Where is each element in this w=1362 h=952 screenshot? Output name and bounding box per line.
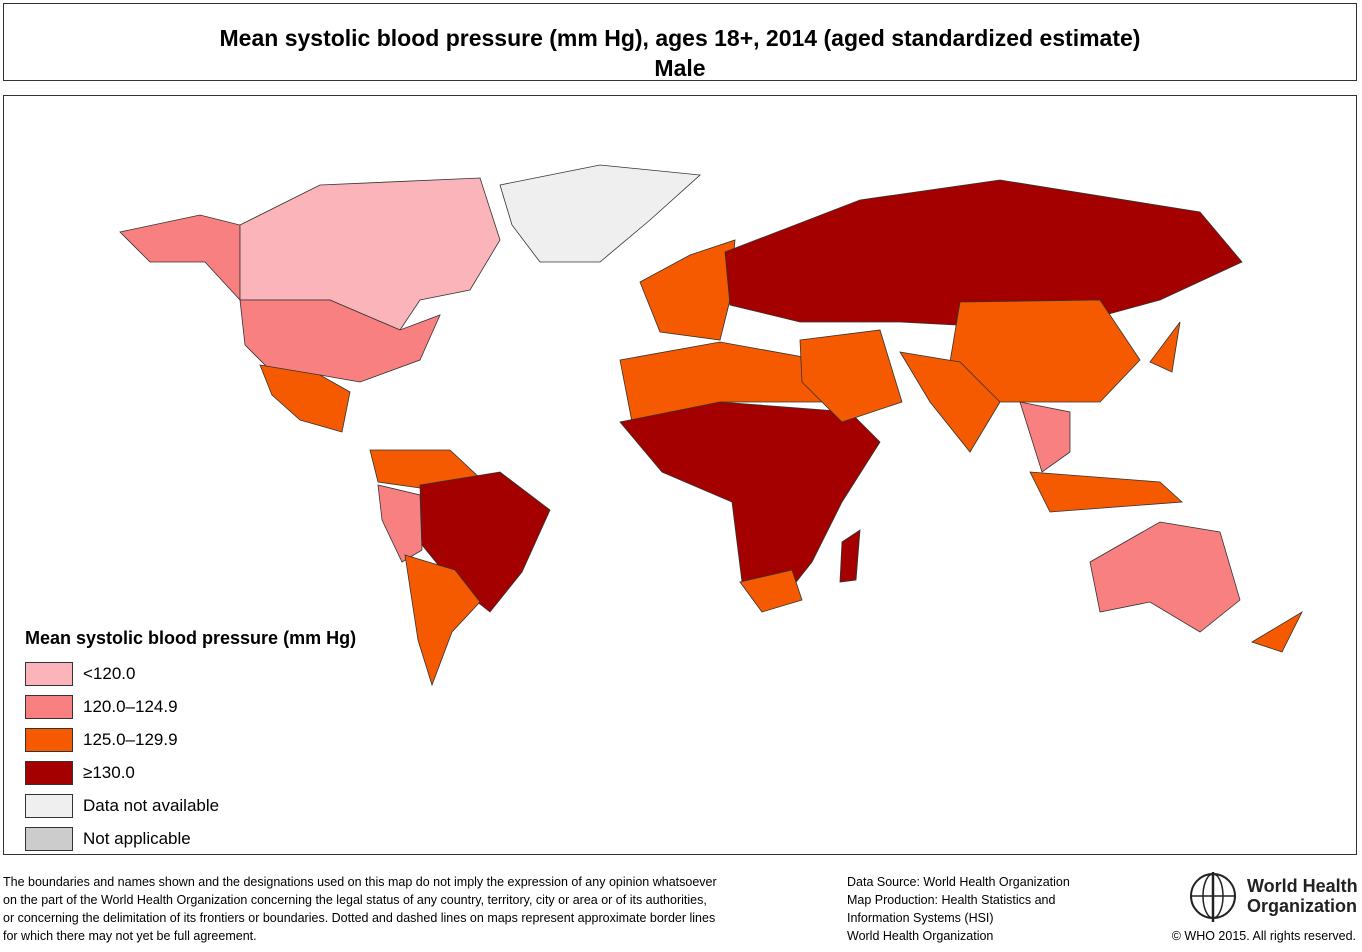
new-zealand: [1251, 610, 1303, 653]
peru: [377, 484, 423, 563]
title: Mean systolic blood pressure (mm Hg), ag…: [219, 25, 1141, 51]
source-line: World Health Organization: [847, 929, 994, 943]
who-logo: World Health Organization: [1185, 866, 1358, 926]
legend-item: 120.0–124.9: [25, 690, 356, 723]
southern-cone: [404, 554, 481, 687]
russia-eastern-europe: [724, 179, 1243, 331]
disclaimer-line: on the part of the World Health Organiza…: [3, 893, 707, 907]
source-line: Information Systems (HSI): [847, 911, 994, 925]
alaska: [119, 214, 241, 302]
southeast-asia: [1019, 401, 1071, 473]
legend-swatch: [25, 694, 73, 719]
legend-swatch: [25, 826, 73, 851]
middle-east: [799, 329, 903, 423]
logo-line: Organization: [1247, 896, 1358, 916]
legend-swatch: [25, 793, 73, 818]
india: [899, 351, 1001, 453]
mexico: [259, 364, 351, 433]
legend-label: 125.0–129.9: [83, 729, 178, 749]
regions: [119, 164, 1303, 687]
japan: [1149, 321, 1181, 373]
subtitle: Male: [654, 55, 706, 81]
legend-label: ≥130.0: [83, 762, 135, 782]
legend-items: <120.0 120.0–124.9 125.0–129.9 ≥130.0 Data n…: [25, 657, 356, 855]
legend-label: Data not available: [83, 795, 220, 815]
map-frame: [3, 95, 1357, 855]
source: Data Source: World Health Organization Ma…: [847, 873, 1070, 945]
legend-item: Not applicable: [25, 822, 356, 855]
logo-text: World Health Organization: [1247, 876, 1358, 916]
copyright: © WHO 2015. All rights reserved.: [1171, 929, 1356, 943]
legend-item: <120.0: [25, 657, 356, 690]
legend-swatch: [25, 760, 73, 785]
disclaimer: The boundaries and names shown and the d…: [3, 873, 717, 945]
legend-label: Not applicable: [83, 828, 191, 848]
central-africa: [619, 401, 881, 601]
southern-africa: [739, 569, 803, 613]
legend: Mean systolic blood pressure (mm Hg) <12…: [25, 628, 356, 855]
indonesia: [1029, 471, 1183, 513]
australia: [1089, 521, 1241, 633]
title-box: Mean systolic blood pressure (mm Hg), ag…: [3, 3, 1357, 81]
logo-line: World Health: [1247, 876, 1358, 896]
legend-label: 120.0–124.9: [83, 696, 178, 716]
legend-item: Data not available: [25, 789, 356, 822]
source-line: Data Source: World Health Organization: [847, 875, 1070, 889]
western-europe: [639, 239, 736, 341]
usa: [239, 299, 441, 383]
disclaimer-line: or concerning the delimitation of its fr…: [3, 911, 716, 925]
disclaimer-line: The boundaries and names shown and the d…: [3, 875, 717, 889]
legend-swatch: [25, 661, 73, 686]
legend-item: 125.0–129.9: [25, 723, 356, 756]
legend-label: <120.0: [83, 663, 136, 683]
greenland: [499, 164, 701, 263]
source-line: Map Production: Health Statistics and: [847, 893, 1056, 907]
legend-title: Mean systolic blood pressure (mm Hg): [25, 628, 357, 648]
disclaimer-line: for which there may not yet be full agre…: [3, 929, 257, 943]
legend-swatch: [25, 727, 73, 752]
madagascar: [839, 529, 861, 583]
who-emblem: [1190, 872, 1236, 922]
legend-item: ≥130.0: [25, 756, 356, 789]
